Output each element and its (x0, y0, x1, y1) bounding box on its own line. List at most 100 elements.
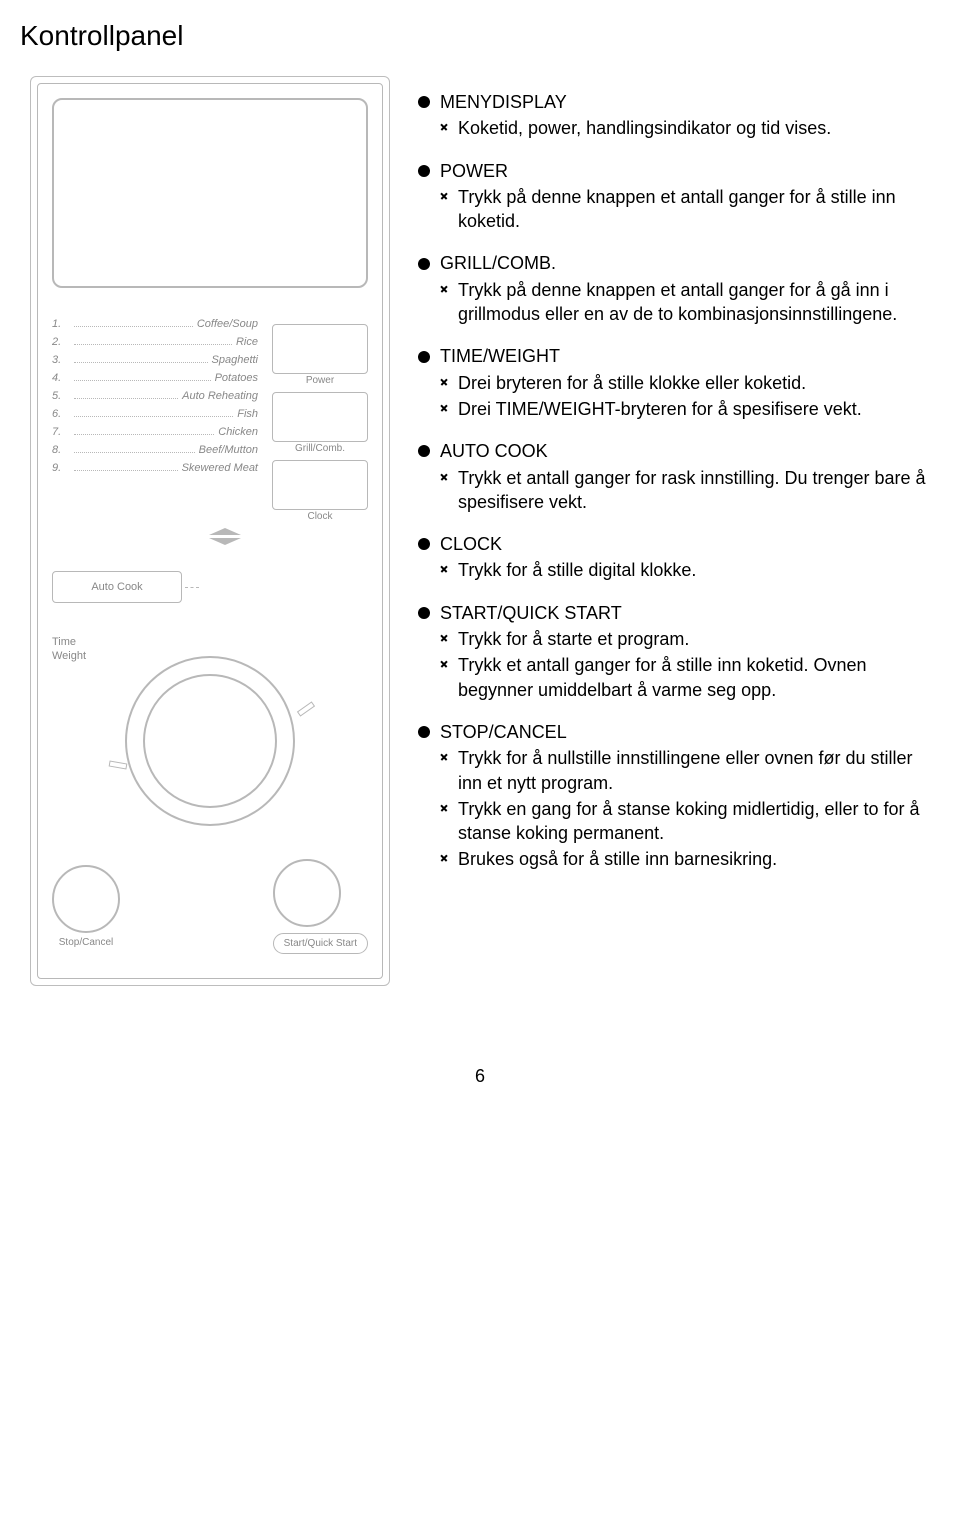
description-sub-text: Trykk et antall ganger for rask innstill… (458, 466, 930, 515)
description-sub-row: Trykk på denne knappen et antall ganger … (440, 278, 930, 327)
description-sub-text: Trykk for å stille digital klokke. (458, 558, 696, 582)
menu-item: 5. Auto Reheating (52, 390, 258, 402)
menu-item-number: 6. (52, 408, 70, 420)
description-sub-row: Trykk for å stille digital klokke. (440, 558, 930, 582)
menu-item-label: Auto Reheating (182, 390, 258, 402)
description-sub-text: Trykk et antall ganger for å stille inn … (458, 653, 930, 702)
description-sub-row: Trykk en gang for å stanse koking midler… (440, 797, 930, 846)
start-quick-group: Start/Quick Start (273, 859, 368, 954)
menu-item: 3. Spaghetti (52, 354, 258, 366)
menu-item-number: 3. (52, 354, 70, 366)
page-title: Kontrollpanel (20, 20, 930, 52)
description-heading-text: GRILL/COMB. (440, 251, 556, 275)
sub-bullet-icon (440, 565, 448, 573)
stop-cancel-label: Stop/Cancel (52, 937, 120, 948)
description-heading-text: TIME/WEIGHT (440, 344, 560, 368)
menu-item-dots (74, 398, 178, 399)
bullet-icon (418, 258, 430, 270)
menu-item-label: Potatoes (215, 372, 258, 384)
sub-bullet-icon (440, 404, 448, 412)
description-section: STOP/CANCELTrykk for å nullstille innsti… (418, 720, 930, 872)
description-section: CLOCKTrykk for å stille digital klokke. (418, 532, 930, 583)
menu-item-label: Coffee/Soup (197, 318, 258, 330)
description-heading-text: START/QUICK START (440, 601, 622, 625)
menu-item-number: 2. (52, 336, 70, 348)
description-sub-text: Trykk på denne knappen et antall ganger … (458, 278, 930, 327)
description-sub-row: Drei bryteren for å stille klokke eller … (440, 371, 930, 395)
description-heading: POWER (418, 159, 930, 183)
time-weight-dial[interactable] (125, 656, 295, 826)
sub-bullet-icon (440, 123, 448, 131)
display-screen (52, 98, 368, 288)
description-heading: AUTO COOK (418, 439, 930, 463)
menu-item: 4.Potatoes (52, 372, 258, 384)
description-section: AUTO COOK Trykk et antall ganger for rask… (418, 439, 930, 514)
bullet-icon (418, 165, 430, 177)
menu-item: 1. Coffee/Soup (52, 318, 258, 330)
menu-item-number: 8. (52, 444, 70, 456)
sub-bullet-icon (440, 804, 448, 812)
sub-bullet-icon (440, 192, 448, 200)
description-sub-text: Trykk for å nullstille innstillingene el… (458, 746, 930, 795)
description-sub-row: Brukes også for å stille inn barnesikrin… (440, 847, 930, 871)
menu-item-number: 1. (52, 318, 70, 330)
grill-comb-button[interactable]: Grill/Comb. (272, 392, 368, 442)
menu-item-label: Chicken (218, 426, 258, 438)
description-sub-text: Drei TIME/WEIGHT-bryteren for å spesifis… (458, 397, 862, 421)
menu-item: 2.Rice (52, 336, 258, 348)
menu-item-label: Skewered Meat (182, 462, 258, 474)
sub-bullet-icon (440, 660, 448, 668)
description-heading-text: STOP/CANCEL (440, 720, 567, 744)
menu-item-dots (74, 452, 195, 453)
menu-item: 6.Fish (52, 408, 258, 420)
page-number: 6 (30, 1066, 930, 1087)
description-section: POWERTrykk på denne knappen et antall ga… (418, 159, 930, 234)
description-heading: MENYDISPLAY (418, 90, 930, 114)
description-sub-row: Trykk et antall ganger for å stille inn … (440, 653, 930, 702)
bullet-icon (418, 726, 430, 738)
autocook-connector (185, 587, 199, 588)
autocook-arrows (82, 528, 368, 545)
bullet-icon (418, 538, 430, 550)
menu-item-dots (74, 326, 193, 327)
menu-item-label: Spaghetti (212, 354, 258, 366)
description-sub-row: Trykk for å nullstille innstillingene el… (440, 746, 930, 795)
description-section: TIME/WEIGHT Drei bryteren for å stille kl… (418, 344, 930, 421)
description-heading-text: MENYDISPLAY (440, 90, 567, 114)
grill-comb-button-label: Grill/Comb. (273, 443, 367, 454)
sub-bullet-icon (440, 378, 448, 386)
description-sub-text: Koketid, power, handlingsindikator og ti… (458, 116, 831, 140)
sub-bullet-icon (440, 634, 448, 642)
time-weight-label: Time Weight (52, 635, 86, 664)
descriptions-column: MENYDISPLAYKoketid, power, handlingsindi… (418, 76, 930, 890)
stop-cancel-group: Stop/Cancel (52, 865, 120, 948)
menu-item-dots (74, 344, 232, 345)
menu-item-dots (74, 434, 214, 435)
sub-bullet-icon (440, 285, 448, 293)
description-section: START/QUICK STARTTrykk for å starte et p… (418, 601, 930, 702)
description-section: GRILL/COMB. Trykk på denne knappen et ant… (418, 251, 930, 326)
description-section: MENYDISPLAYKoketid, power, handlingsindi… (418, 90, 930, 141)
description-sub-text: Trykk en gang for å stanse koking midler… (458, 797, 930, 846)
bullet-icon (418, 607, 430, 619)
description-sub-text: Trykk for å starte et program. (458, 627, 689, 651)
description-sub-text: Drei bryteren for å stille klokke eller … (458, 371, 806, 395)
description-heading-text: CLOCK (440, 532, 502, 556)
power-button[interactable]: Power (272, 324, 368, 374)
menu-item-number: 5. (52, 390, 70, 402)
start-quick-label: Start/Quick Start (273, 933, 368, 954)
menu-item: 7. Chicken (52, 426, 258, 438)
stop-cancel-button[interactable] (52, 865, 120, 933)
menu-item-label: Beef/Mutton (199, 444, 258, 456)
bullet-icon (418, 96, 430, 108)
auto-cook-button[interactable]: Auto Cook (52, 571, 182, 603)
clock-button[interactable]: Clock (272, 460, 368, 510)
description-heading: CLOCK (418, 532, 930, 556)
description-heading: STOP/CANCEL (418, 720, 930, 744)
description-sub-row: Koketid, power, handlingsindikator og ti… (440, 116, 930, 140)
sub-bullet-icon (440, 854, 448, 862)
description-sub-text: Trykk på denne knappen et antall ganger … (458, 185, 930, 234)
menu-item-number: 7. (52, 426, 70, 438)
sub-bullet-icon (440, 753, 448, 761)
menu-item-dots (74, 380, 211, 381)
